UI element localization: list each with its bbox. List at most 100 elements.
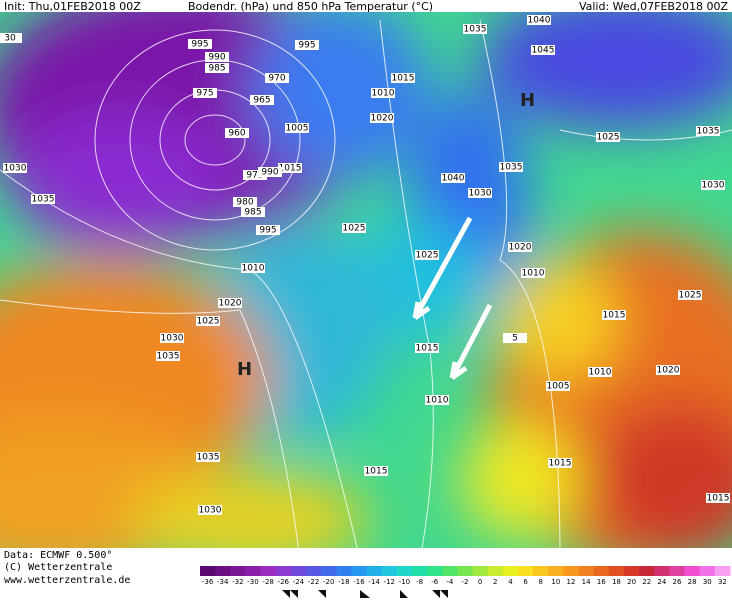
isobar-label-box [425, 395, 449, 405]
isobar-label-box [295, 40, 319, 50]
color-swatch [412, 566, 428, 576]
isobar-label: 1025 [679, 291, 702, 301]
color-swatch [260, 566, 277, 576]
back-button[interactable] [318, 590, 326, 598]
isobar-label-box [531, 45, 555, 55]
color-scale-label: 22 [642, 578, 651, 586]
isobar-label: 985 [208, 64, 225, 74]
color-scale-label: -22 [308, 578, 319, 586]
color-scale-label: 24 [657, 578, 666, 586]
isobar-label: 960 [228, 129, 245, 139]
color-swatch [639, 566, 655, 576]
isobar-label: 995 [259, 226, 276, 236]
color-scale-label: 28 [688, 578, 697, 586]
first-button[interactable] [282, 590, 298, 598]
color-scale-label: 18 [612, 578, 621, 586]
isobar-label: 1025 [416, 251, 439, 261]
color-scale-label: -10 [399, 578, 410, 586]
isobar-label: 1030 [161, 334, 184, 344]
isobar-label: 1030 [469, 189, 492, 199]
forward-button[interactable] [400, 590, 408, 598]
website: www.wetterzentrale.de [4, 575, 130, 586]
isobar-label-box [243, 170, 267, 180]
color-swatch [381, 566, 398, 576]
color-swatch [548, 566, 564, 576]
color-scale-label: -14 [368, 578, 380, 586]
color-scale-label: 6 [523, 578, 528, 586]
color-swatch [624, 566, 640, 576]
isobar-label: 1035 [157, 352, 180, 362]
isobar-label: 975 [246, 171, 263, 181]
isobar-label-box [233, 197, 257, 207]
isobar-label-box [225, 128, 249, 138]
color-swatch [487, 566, 504, 576]
isobar-label: 1020 [371, 114, 394, 124]
color-swatch [215, 566, 231, 576]
color-swatch [290, 566, 307, 576]
isobar-label-box [602, 310, 626, 320]
color-scale-label: 14 [582, 578, 591, 586]
isobar-label-box [241, 207, 265, 217]
color-swatch [442, 566, 458, 576]
color-swatch [654, 566, 670, 576]
isobar-label: 1010 [589, 368, 612, 378]
color-scale-label: 32 [718, 578, 727, 586]
color-scale: -36 -34 -32 -30 -28 -26 -24 -22 -20 -18 -16 -14 -12-… [200, 566, 731, 586]
isobar-label-box [218, 298, 242, 308]
color-swatch [608, 566, 625, 576]
isobar-label-box [0, 33, 22, 43]
isobar-label: 1020 [657, 366, 680, 376]
isobar-label-box [198, 505, 222, 515]
isobar-label: 995 [298, 41, 315, 51]
isobar-label-box [468, 188, 492, 198]
isobar-label: 1010 [522, 269, 545, 279]
isobar-label: 1025 [197, 317, 220, 327]
color-scale-label: -24 [293, 578, 305, 586]
isobar-label: 985 [244, 208, 261, 218]
isobar-label-box [31, 194, 55, 204]
isobar-label-box [342, 223, 366, 233]
isobar-label-box [278, 163, 302, 173]
high-pressure-label: H [520, 90, 535, 111]
isobar-label: 990 [208, 53, 225, 63]
isobar-label-box [656, 365, 680, 375]
isobar-label: 1015 [549, 459, 572, 469]
last-button[interactable] [432, 590, 448, 598]
isobar-label-box [588, 367, 612, 377]
color-scale-label: 10 [551, 578, 560, 586]
color-swatch [533, 566, 549, 576]
isobar-label: 1005 [286, 124, 309, 134]
isobar-label-box [499, 162, 523, 172]
color-scale-label: -32 [232, 578, 243, 586]
color-scale-label: -12 [384, 578, 395, 586]
color-swatch [275, 566, 292, 576]
color-scale-label: -20 [323, 578, 334, 586]
valid-time: Valid: Wed,07FEB2018 00Z [579, 0, 728, 13]
isobar-label: 970 [268, 74, 285, 84]
color-swatch [472, 566, 489, 576]
isobar-label: 980 [236, 198, 253, 208]
color-scale-label: -8 [416, 578, 423, 586]
isobar-label-box [193, 88, 217, 98]
isobar-label-box [596, 132, 620, 142]
isobar-label-box [508, 242, 532, 252]
color-swatch [245, 566, 262, 576]
isobar-label-box [463, 24, 487, 34]
color-swatch [351, 566, 368, 576]
color-scale-label: 16 [597, 578, 606, 586]
isobar-label: 1015 [707, 494, 730, 504]
isobar-label: 990 [261, 168, 278, 178]
color-scale-label: 8 [538, 578, 542, 586]
isobar-label: 1025 [597, 133, 620, 143]
color-scale-label: -26 [278, 578, 290, 586]
isobar-label: 1030 [702, 181, 725, 191]
isobar-label: 1025 [343, 224, 366, 234]
copyright: (C) Wetterzentrale [4, 562, 112, 573]
high-pressure-label: H [237, 359, 252, 380]
isobar-label-box [3, 163, 27, 173]
isobar-label-box [415, 343, 439, 353]
isobar-label: 1040 [528, 16, 551, 26]
play-button[interactable] [360, 590, 370, 598]
isobar-label: 1010 [242, 264, 265, 274]
